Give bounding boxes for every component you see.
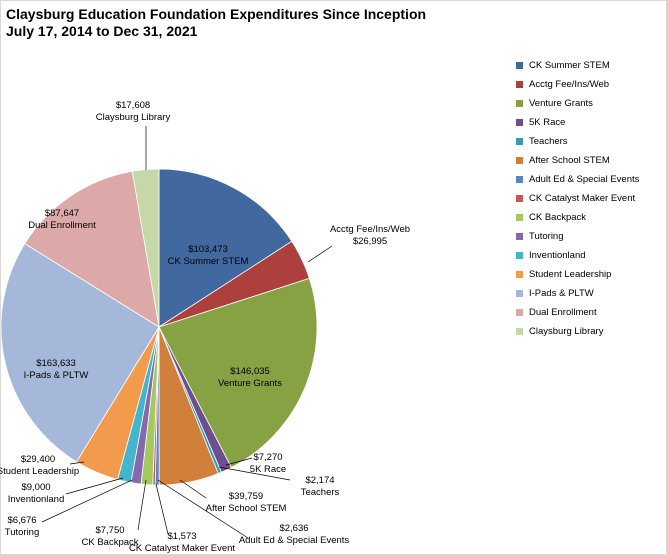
legend-item: After School STEM: [516, 151, 639, 170]
data-label-name: Dual Enrollment: [28, 220, 96, 231]
legend-item: Dual Enrollment: [516, 303, 639, 322]
legend-label: Tutoring: [529, 231, 564, 242]
data-label-name: Acctg Fee/Ins/Web: [330, 224, 410, 235]
legend-item: Adult Ed & Special Events: [516, 170, 639, 189]
legend-label: CK Backpack: [529, 212, 587, 223]
data-label-name: Inventionland: [8, 494, 65, 505]
legend-item: CK Catalyst Maker Event: [516, 189, 639, 208]
legend-label: Student Leadership: [529, 269, 612, 280]
legend-swatch: [516, 100, 523, 107]
data-label-value: $7,750: [95, 525, 124, 536]
data-label-name: Teachers: [301, 487, 340, 498]
legend-item: Acctg Fee/Ins/Web: [516, 75, 639, 94]
legend-label: Inventionland: [529, 250, 586, 261]
legend-swatch: [516, 119, 523, 126]
legend-item: I-Pads & PLTW: [516, 284, 639, 303]
legend-swatch: [516, 233, 523, 240]
data-label-value: $39,759: [229, 491, 263, 502]
data-label-value: $163,633: [36, 358, 76, 369]
leader-line: [41, 479, 133, 523]
legend-item: 5K Race: [516, 113, 639, 132]
pie-slice-3: [158, 277, 318, 469]
data-label-name: Adult Ed & Special Events: [239, 535, 350, 546]
data-label-value: $103,473: [188, 244, 228, 255]
leader-line: [307, 245, 333, 263]
legend-swatch: [516, 252, 523, 259]
legend-label: Teachers: [529, 136, 568, 147]
leader-line: [179, 479, 207, 499]
data-label-value: $29,400: [21, 454, 55, 465]
legend-swatch: [516, 195, 523, 202]
leader-line: [155, 483, 169, 535]
data-label-value: $2,174: [305, 475, 334, 486]
data-label-value: $9,000: [21, 482, 50, 493]
legend-item: Venture Grants: [516, 94, 639, 113]
legend-label: CK Catalyst Maker Event: [529, 193, 636, 204]
legend-label: Acctg Fee/Ins/Web: [529, 79, 610, 90]
data-label-name: CK Summer STEM: [168, 256, 249, 267]
pie-slice-15: [131, 168, 160, 328]
data-label-name: Venture Grants: [218, 378, 282, 389]
chart-subtitle: July 17, 2014 to Dec 31, 2021: [6, 23, 198, 39]
chart-title: Claysburg Education Foundation Expenditu…: [6, 6, 427, 22]
legend-label: I-Pads & PLTW: [529, 288, 594, 299]
legend-item: Student Leadership: [516, 265, 639, 284]
legend-swatch: [516, 62, 523, 69]
leader-line: [69, 461, 85, 465]
chart-legend: CK Summer STEM Acctg Fee/Ins/Web Venture G…: [516, 56, 639, 341]
legend-item: Tutoring: [516, 227, 639, 246]
data-label-name: Student Leadership: [0, 466, 79, 477]
data-label-name: 5K Race: [250, 464, 286, 475]
leader-line: [157, 479, 249, 539]
legend-label: Adult Ed & Special Events: [529, 174, 640, 185]
legend-swatch: [516, 214, 523, 221]
pie-slice-13: [0, 243, 160, 463]
legend-swatch: [516, 271, 523, 278]
legend-swatch: [516, 290, 523, 297]
data-label-name: I-Pads & PLTW: [24, 370, 89, 381]
data-label-name: CK Backpack: [81, 537, 138, 548]
legend-swatch: [516, 328, 523, 335]
legend-label: 5K Race: [529, 117, 566, 128]
data-label-value: $7,270: [253, 452, 282, 463]
legend-label: After School STEM: [529, 155, 610, 166]
data-label-value: $6,676: [7, 515, 36, 526]
data-label-value: $2,636: [279, 523, 308, 534]
legend-item: Teachers: [516, 132, 639, 151]
legend-label: Claysburg Library: [529, 326, 604, 337]
leader-line: [137, 479, 147, 531]
legend-item: Inventionland: [516, 246, 639, 265]
legend-swatch: [516, 138, 523, 145]
data-label-value: $1,573: [167, 531, 196, 542]
legend-label: Dual Enrollment: [529, 307, 597, 318]
legend-swatch: [516, 309, 523, 316]
legend-label: CK Summer STEM: [529, 60, 610, 71]
legend-swatch: [516, 157, 523, 164]
legend-label: Venture Grants: [529, 98, 593, 109]
legend-item: Claysburg Library: [516, 322, 639, 341]
pie-slice-14: [24, 170, 160, 328]
pie-slice-1: [158, 168, 293, 328]
data-label-name: Tutoring: [5, 527, 40, 538]
leader-line: [65, 477, 124, 495]
data-label-name: Claysburg Library: [96, 112, 171, 123]
leader-line: [225, 457, 253, 466]
leader-line: [218, 466, 291, 481]
data-label-name: After School STEM: [206, 503, 287, 514]
legend-item: CK Summer STEM: [516, 56, 639, 75]
data-label-value: $26,995: [353, 236, 387, 247]
data-label-value: $146,035: [230, 366, 270, 377]
legend-swatch: [516, 81, 523, 88]
legend-swatch: [516, 176, 523, 183]
data-label-value: $17,608: [116, 100, 150, 111]
legend-item: CK Backpack: [516, 208, 639, 227]
data-label-name: CK Catalyst Maker Event: [129, 543, 235, 554]
data-label-value: $87,647: [45, 208, 79, 219]
